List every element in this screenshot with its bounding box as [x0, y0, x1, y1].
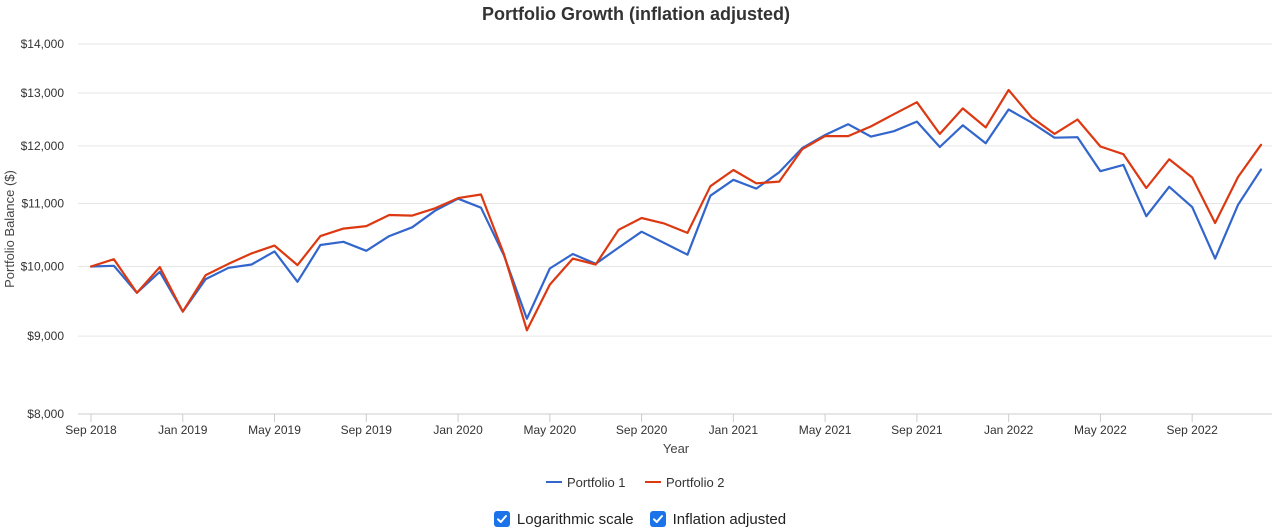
inflation-adjusted-label: Inflation adjusted	[672, 510, 787, 528]
series-line-portfolio-2	[89, 88, 1263, 332]
x-tick-label: Sep 2021	[891, 423, 943, 437]
inflation-adjusted-toggle[interactable]: Inflation adjusted	[649, 510, 787, 528]
x-tick-label: Sep 2018	[65, 423, 117, 437]
y-tick-label: $13,000	[21, 86, 65, 100]
series-line-portfolio-1	[89, 108, 1263, 320]
x-tick-label: Sep 2019	[341, 423, 393, 437]
x-tick-label: May 2021	[799, 423, 852, 437]
y-axis-ticks: $8,000 $9,000 $10,000 $11,000 $12,000 $13,000…	[21, 37, 65, 421]
y-axis-title: Portfolio Balance ($)	[2, 170, 17, 288]
x-tick-label: Jan 2020	[433, 423, 483, 437]
inflation-adjusted-checkbox[interactable]	[649, 511, 666, 527]
chart-options: Logarithmic scale Inflation adjusted	[0, 506, 1280, 532]
x-tick-label: May 2019	[248, 423, 301, 437]
x-tick-label: Jan 2019	[158, 423, 208, 437]
legend: Portfolio 1 Portfolio 2	[546, 475, 725, 490]
legend-item-portfolio-1[interactable]: Portfolio 1	[546, 475, 626, 490]
y-tick-label: $10,000	[21, 259, 65, 273]
y-tick-label: $8,000	[27, 407, 64, 421]
legend-label: Portfolio 1	[567, 475, 626, 490]
checkmark-icon	[652, 515, 663, 523]
x-axis: Sep 2018 Jan 2019 May 2019 Sep 2019 Jan 2020…	[65, 413, 1272, 437]
series-lines	[89, 88, 1263, 332]
gridlines	[78, 43, 1272, 337]
x-tick-label: Jan 2022	[984, 423, 1034, 437]
legend-item-portfolio-2[interactable]: Portfolio 2	[645, 475, 725, 490]
y-tick-label: $11,000	[22, 196, 65, 210]
y-tick-label: $14,000	[21, 37, 65, 51]
y-tick-label: $9,000	[27, 329, 64, 343]
checkmark-icon	[496, 515, 507, 523]
chart-title: Portfolio Growth (inflation adjusted)	[482, 4, 790, 24]
legend-label: Portfolio 2	[666, 475, 725, 490]
x-tick-label: Sep 2020	[616, 423, 668, 437]
log-scale-label: Logarithmic scale	[516, 510, 634, 528]
x-tick-label: Sep 2022	[1166, 423, 1218, 437]
log-scale-checkbox[interactable]	[493, 511, 510, 527]
log-scale-toggle[interactable]: Logarithmic scale	[493, 510, 634, 528]
chart: Portfolio Growth (inflation adjusted) $8…	[2, 4, 1272, 490]
x-tick-label: Jan 2021	[709, 423, 759, 437]
x-tick-label: May 2020	[523, 423, 576, 437]
x-axis-title: Year	[663, 441, 690, 456]
y-tick-label: $12,000	[21, 139, 65, 153]
x-tick-label: May 2022	[1074, 423, 1127, 437]
